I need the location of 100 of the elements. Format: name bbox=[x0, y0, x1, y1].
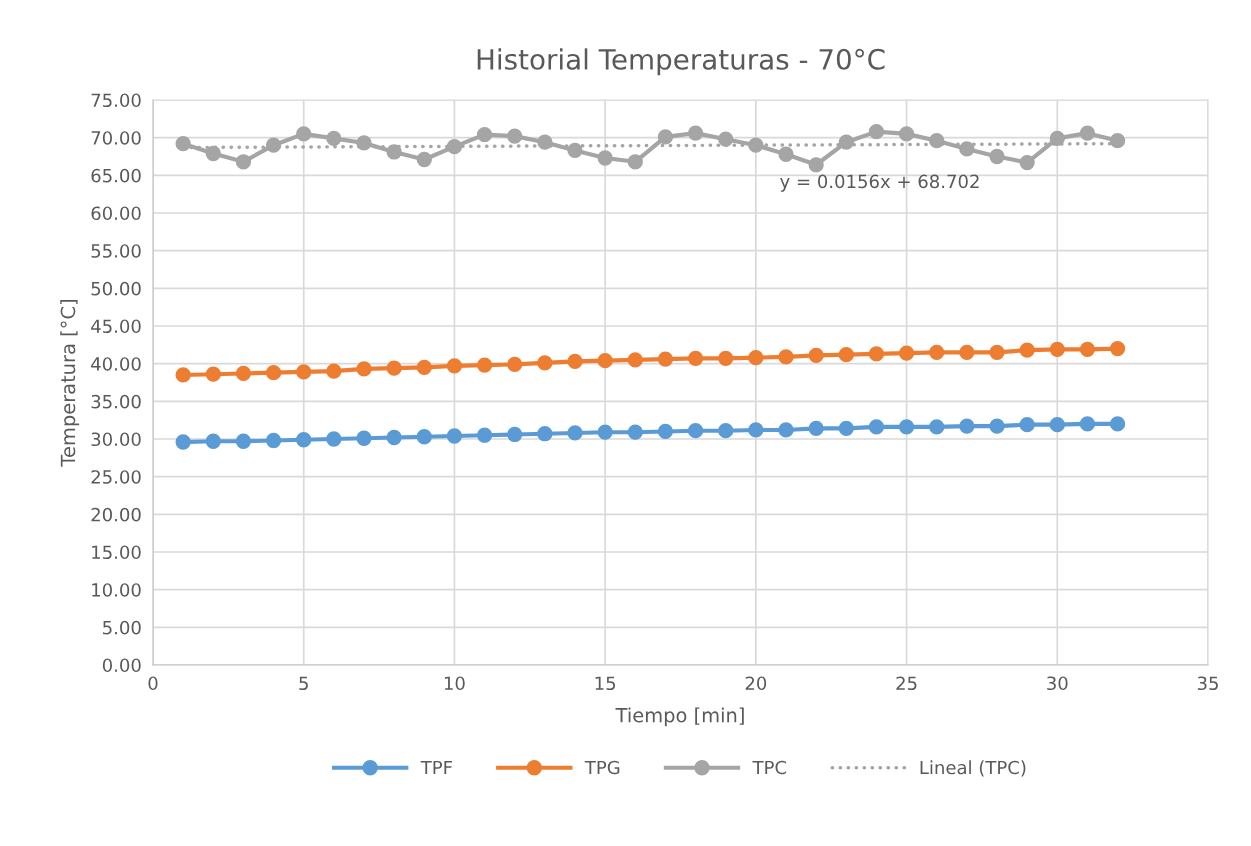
legend-label: Lineal (TPC) bbox=[920, 760, 1026, 777]
point bbox=[687, 423, 704, 439]
y-tick-label: 45.00 bbox=[91, 319, 141, 334]
point bbox=[868, 346, 885, 362]
point bbox=[898, 345, 915, 361]
y-tick-label: 35.00 bbox=[91, 394, 141, 409]
point bbox=[476, 427, 493, 443]
point bbox=[265, 432, 282, 449]
y-tick-label: 0.00 bbox=[102, 658, 141, 673]
point bbox=[205, 433, 221, 449]
y-tick-label: 40.00 bbox=[91, 357, 141, 371]
point bbox=[838, 420, 854, 437]
y-tick-label: 65.00 bbox=[91, 168, 141, 183]
point bbox=[356, 430, 372, 446]
point bbox=[838, 346, 854, 363]
point bbox=[748, 422, 764, 438]
point bbox=[476, 127, 493, 143]
point bbox=[959, 141, 975, 157]
point bbox=[567, 142, 583, 159]
point bbox=[778, 422, 794, 438]
point bbox=[1109, 133, 1126, 149]
point bbox=[446, 428, 463, 444]
y-tick-label: 55.00 bbox=[91, 244, 141, 258]
x-tick-label: 0 bbox=[148, 676, 158, 691]
point bbox=[1079, 125, 1096, 141]
point bbox=[959, 418, 975, 434]
point bbox=[929, 419, 945, 435]
y-tick-label: 25.00 bbox=[91, 470, 141, 484]
point bbox=[597, 353, 613, 369]
x-tick-label: 10 bbox=[444, 676, 465, 691]
point bbox=[597, 424, 613, 440]
point bbox=[205, 366, 221, 382]
x-tick-label: 35 bbox=[1197, 676, 1218, 691]
point bbox=[929, 344, 945, 361]
x-tick-label: 5 bbox=[299, 676, 308, 691]
point bbox=[687, 350, 704, 367]
legend-label: TPG bbox=[584, 760, 620, 775]
y-tick-label: 10.00 bbox=[92, 583, 141, 597]
x-tick-label: 20 bbox=[745, 676, 767, 691]
x-axis-title: Tiempo [min] bbox=[615, 707, 744, 727]
point bbox=[657, 129, 674, 145]
point bbox=[898, 419, 915, 435]
legend-label: TPC bbox=[752, 760, 787, 775]
point bbox=[175, 434, 191, 450]
point bbox=[959, 344, 975, 361]
point bbox=[868, 419, 885, 435]
point bbox=[175, 136, 191, 152]
point bbox=[627, 424, 643, 440]
y-tick-label: 75.00 bbox=[91, 93, 141, 108]
point bbox=[507, 128, 523, 144]
point bbox=[205, 145, 221, 162]
point bbox=[235, 433, 252, 449]
point bbox=[416, 429, 432, 445]
x-tick-label: 30 bbox=[1047, 676, 1068, 691]
point bbox=[386, 429, 402, 446]
point bbox=[1109, 416, 1126, 432]
y-tick-label: 20.00 bbox=[91, 507, 141, 522]
point bbox=[567, 425, 583, 441]
x-tick-label: 25 bbox=[896, 676, 917, 691]
point bbox=[326, 130, 342, 147]
point bbox=[326, 363, 342, 379]
point bbox=[778, 349, 794, 365]
point bbox=[296, 364, 312, 380]
point bbox=[235, 154, 252, 170]
point bbox=[265, 365, 282, 381]
point bbox=[1049, 130, 1065, 147]
point bbox=[446, 358, 463, 374]
point bbox=[627, 352, 643, 368]
point bbox=[748, 350, 764, 366]
y-tick-label: 30.00 bbox=[91, 432, 141, 447]
point bbox=[507, 426, 523, 443]
point bbox=[416, 151, 432, 168]
point bbox=[1079, 416, 1096, 432]
point bbox=[1019, 154, 1035, 171]
x-tick-label: 15 bbox=[595, 676, 616, 691]
point bbox=[657, 423, 674, 440]
point bbox=[326, 431, 342, 447]
point bbox=[1049, 341, 1065, 357]
point bbox=[296, 126, 312, 142]
point bbox=[1049, 417, 1065, 433]
point bbox=[718, 423, 734, 439]
y-tick-label: 50.00 bbox=[91, 281, 141, 296]
point bbox=[898, 126, 915, 142]
point bbox=[597, 150, 613, 166]
point bbox=[1109, 340, 1126, 357]
point bbox=[386, 360, 402, 376]
point bbox=[1019, 342, 1035, 358]
point bbox=[989, 148, 1005, 165]
point bbox=[687, 125, 704, 141]
point bbox=[446, 139, 463, 155]
point bbox=[778, 146, 794, 162]
point bbox=[1079, 341, 1096, 357]
point bbox=[718, 350, 734, 367]
point bbox=[507, 356, 523, 373]
point bbox=[657, 351, 674, 367]
legend-label: TPF bbox=[420, 760, 452, 775]
annotation: y = 0.0156x + 68.702 bbox=[780, 174, 979, 192]
chart-title: Historial Temperaturas - 70°C bbox=[477, 48, 885, 76]
point bbox=[868, 124, 885, 140]
y-tick-label: 60.00 bbox=[91, 206, 141, 221]
